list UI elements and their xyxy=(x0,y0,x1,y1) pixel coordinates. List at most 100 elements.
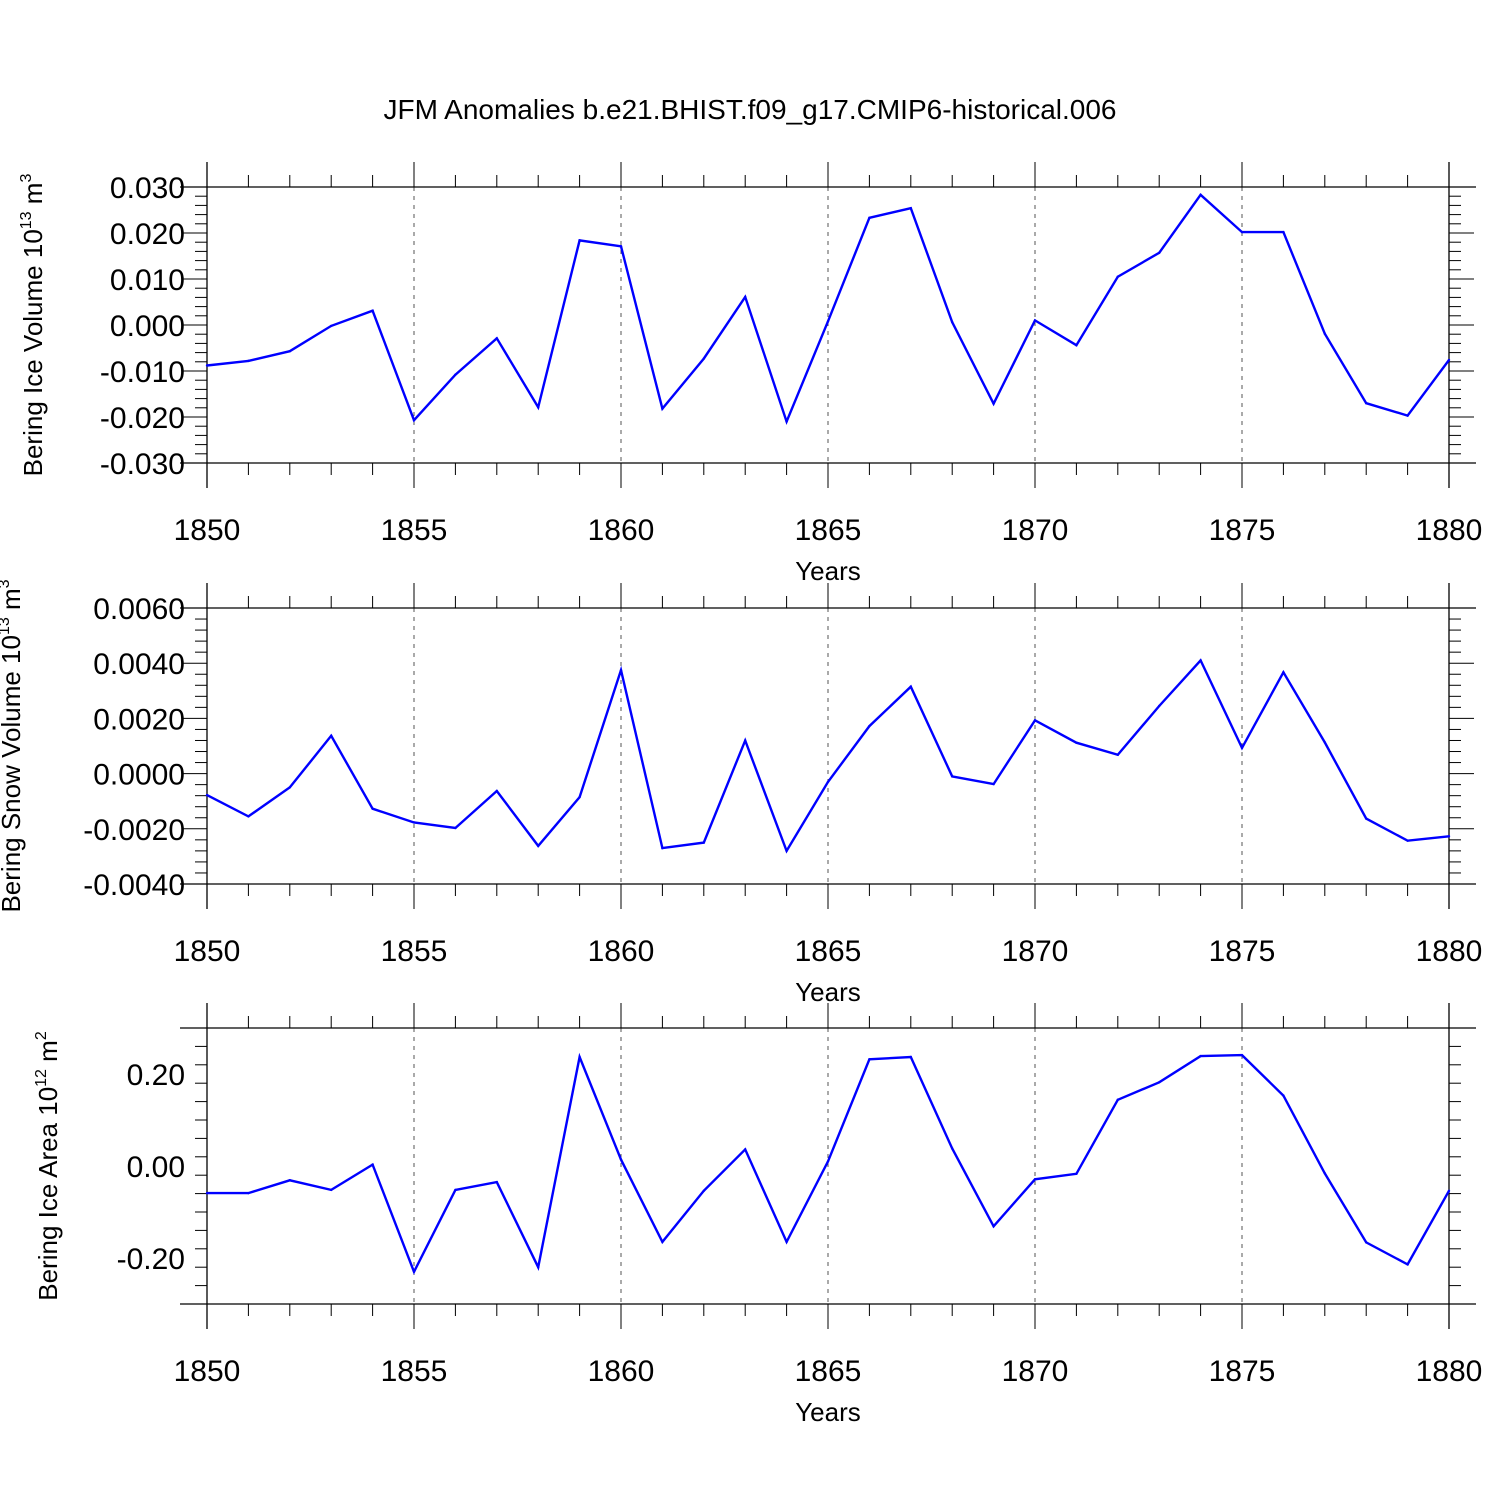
y-tick-label: 0.010 xyxy=(110,264,185,297)
x-tick-label: 1875 xyxy=(1209,935,1276,968)
y-tick-label: 0.0040 xyxy=(93,648,185,681)
data-point xyxy=(454,826,457,830)
data-point xyxy=(1282,671,1285,674)
x-tick-label: 1865 xyxy=(795,514,862,547)
series-line-1 xyxy=(207,1052,1451,1275)
data-point xyxy=(1323,1172,1327,1175)
data-point xyxy=(951,321,954,324)
figure-title: JFM Anomalies b.e21.BHIST.f09_g17.CMIP6-… xyxy=(383,94,1117,125)
data-point xyxy=(537,1266,540,1269)
data-point xyxy=(702,1189,705,1193)
data-point xyxy=(1282,230,1285,234)
data-point xyxy=(205,1191,209,1195)
data-point xyxy=(1406,839,1409,842)
data-point xyxy=(1075,344,1078,347)
data-point xyxy=(1158,251,1161,254)
chart-panel-3: 0.20 0.00 -0.20 1850 1855 1860 1865 1870 1875 188… xyxy=(33,1003,1482,1427)
data-point xyxy=(288,350,291,353)
data-point xyxy=(495,337,498,340)
x-tick-label: 1855 xyxy=(381,514,448,547)
data-point xyxy=(661,1240,664,1244)
data-point xyxy=(992,402,995,405)
y-tick-label: 0.00 xyxy=(127,1151,185,1184)
chart-panel-2: 0.0060 0.0040 0.0020 0.0000 -0.0020 -0.0040 18… xyxy=(0,579,1482,1007)
y-tick-label: 0.0000 xyxy=(93,759,185,792)
y-tick-label: -0.030 xyxy=(100,448,185,481)
data-point xyxy=(1116,1098,1120,1101)
data-point xyxy=(992,1225,995,1228)
data-point xyxy=(785,420,788,423)
data-point xyxy=(1365,817,1368,820)
y-axis-label: Bering Snow Volume 1013 m3 xyxy=(0,579,26,912)
y-tick-label: 0.020 xyxy=(110,218,185,251)
data-point xyxy=(495,1180,498,1184)
data-point xyxy=(992,782,995,786)
data-point xyxy=(1075,1172,1078,1176)
data-point xyxy=(619,1158,623,1161)
y-tick-label: 0.030 xyxy=(110,172,185,205)
data-point xyxy=(454,373,457,376)
x-tick-label: 1855 xyxy=(381,935,448,968)
data-point xyxy=(454,1188,457,1192)
data-point xyxy=(909,206,912,210)
x-tick-label: 1860 xyxy=(588,1355,655,1388)
data-point xyxy=(412,1270,416,1274)
x-tick-label: 1875 xyxy=(1209,514,1276,547)
x-tick-label: 1855 xyxy=(381,1355,448,1388)
data-point xyxy=(619,245,623,248)
data-point xyxy=(578,795,581,799)
x-tick-label: 1875 xyxy=(1209,1355,1276,1388)
data-point xyxy=(1240,746,1244,750)
data-point xyxy=(1199,193,1202,197)
data-point xyxy=(371,309,374,312)
data-point xyxy=(744,295,747,299)
x-tick-label: 1870 xyxy=(1002,514,1069,547)
x-tick-label: 1870 xyxy=(1002,1355,1069,1388)
y-axis-label: Bering Ice Area 1012 m2 xyxy=(33,1031,63,1301)
x-tick-label: 1880 xyxy=(1416,514,1483,547)
y-tick-label: -0.20 xyxy=(117,1243,185,1276)
data-point xyxy=(371,1163,374,1166)
data-point xyxy=(744,1148,747,1151)
data-point xyxy=(1116,275,1120,278)
data-point xyxy=(1158,704,1161,708)
data-point xyxy=(330,734,333,737)
y-tick-label: 0.0020 xyxy=(93,703,185,736)
data-point xyxy=(330,324,333,328)
data-point xyxy=(1365,402,1368,405)
y-axis-label: Bering Ice Volume 1013 m3 xyxy=(18,174,48,477)
y-tick-label: -0.0040 xyxy=(83,869,185,902)
data-point xyxy=(371,807,374,810)
x-tick-label: 1865 xyxy=(795,1355,862,1388)
data-point xyxy=(1447,1189,1451,1193)
data-point xyxy=(909,685,912,688)
x-tick-label: 1850 xyxy=(174,514,241,547)
data-point xyxy=(744,739,747,742)
y-tick-label: 0.0060 xyxy=(93,593,185,626)
data-point xyxy=(1323,332,1327,335)
data-point xyxy=(1199,1054,1202,1058)
data-point xyxy=(826,780,830,784)
data-point xyxy=(1282,1094,1285,1097)
data-point xyxy=(288,786,291,789)
x-axis-label: Years xyxy=(795,977,861,1007)
data-point xyxy=(330,1188,333,1192)
data-point xyxy=(619,668,623,672)
data-point xyxy=(1033,719,1037,722)
data-point xyxy=(661,407,664,410)
y-tick-label: -0.010 xyxy=(100,356,185,389)
x-axis-label: Years xyxy=(795,1397,861,1427)
data-point xyxy=(909,1055,912,1059)
data-point xyxy=(1323,741,1327,744)
data-point xyxy=(1365,1241,1368,1244)
data-point xyxy=(785,849,788,853)
data-point xyxy=(247,1191,250,1195)
data-point xyxy=(288,1179,291,1182)
data-point xyxy=(868,1058,871,1061)
x-tick-label: 1850 xyxy=(174,935,241,968)
data-point xyxy=(785,1240,788,1244)
data-point xyxy=(661,846,664,850)
data-point xyxy=(537,406,540,409)
